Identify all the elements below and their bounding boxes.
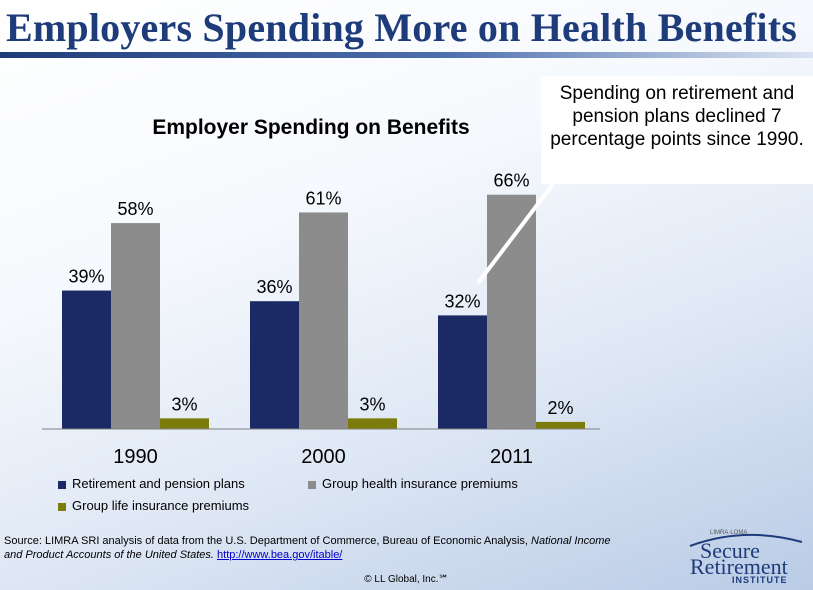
- callout-pointer: [476, 182, 555, 285]
- legend-item-life: Group life insurance premiums: [58, 498, 249, 513]
- bar-2000-s1: [299, 212, 348, 429]
- source-prefix: Source: LIMRA SRI analysis of data from …: [4, 535, 532, 547]
- bar-chart: Employer Spending on Benefits 39% 58% 3% 199…: [42, 116, 600, 468]
- legend-item-retirement: Retirement and pension plans: [58, 476, 245, 491]
- bar-2011-s0: [438, 315, 487, 429]
- category-label-1990: 1990: [113, 446, 158, 468]
- data-label-1990-s2: 3%: [171, 394, 197, 414]
- category-label-2000: 2000: [301, 446, 346, 468]
- bar-2000-s2: [348, 418, 397, 429]
- legend-swatch-life: [58, 502, 66, 511]
- legend-swatch-retirement: [58, 480, 66, 489]
- legend-label-life: Group life insurance premiums: [72, 498, 250, 513]
- bar-2011-s1: [487, 194, 536, 429]
- bar-1990-s2: [160, 418, 209, 429]
- secure-retirement-institute-logo: LIMRA·LOMA Secure Retirement INSTITUTE: [680, 528, 808, 585]
- logo-retirement-text: Retirement: [690, 554, 788, 579]
- data-label-2011-s0: 32%: [444, 291, 480, 311]
- data-label-2011-s2: 2%: [547, 398, 573, 418]
- category-label-2011: 2011: [490, 446, 533, 468]
- data-label-1990-s0: 39%: [68, 267, 104, 287]
- copyright: © LL Global, Inc.℠: [364, 574, 449, 585]
- data-label-2000-s2: 3%: [359, 394, 385, 414]
- legend-swatch-health: [308, 480, 316, 489]
- data-label-2000-s1: 61%: [305, 188, 341, 208]
- bar-1990-s1: [111, 223, 160, 429]
- source-publication: National Income and Product Accounts of …: [4, 535, 611, 561]
- legend-label-retirement: Retirement and pension plans: [72, 476, 245, 491]
- legend-label-health: Group health insurance premiums: [322, 476, 518, 491]
- title-rule: [0, 52, 813, 58]
- data-label-1990-s1: 58%: [117, 199, 153, 219]
- bar-1990-s0: [62, 290, 111, 429]
- logo-small-text: LIMRA·LOMA: [710, 530, 748, 536]
- bar-2000-s0: [250, 301, 299, 429]
- slide-title: Employers Spending More on Health Benefi…: [6, 5, 798, 50]
- callout-box: Spending on retirement and pension plans…: [541, 76, 813, 184]
- chart-title: Employer Spending on Benefits: [152, 116, 469, 139]
- data-label-2011-s1: 66%: [493, 171, 529, 191]
- source-link[interactable]: http://www.bea.gov/itable/: [217, 549, 343, 561]
- source-note: Source: LIMRA SRI analysis of data from …: [4, 534, 614, 562]
- legend-item-health: Group health insurance premiums: [308, 476, 518, 491]
- bar-2011-s2: [536, 421, 585, 429]
- data-label-2000-s0: 36%: [256, 277, 292, 297]
- logo-institute-text: INSTITUTE: [732, 575, 788, 585]
- logo-swoosh: [689, 533, 803, 547]
- logo-secure-text: Secure: [700, 538, 760, 563]
